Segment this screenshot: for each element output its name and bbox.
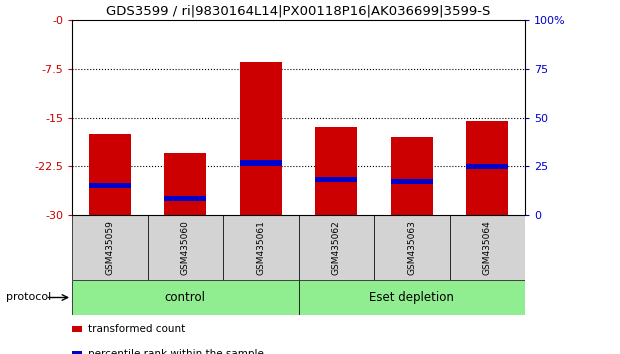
- Bar: [72, 215, 148, 280]
- Bar: [374, 215, 450, 280]
- Bar: [164, 153, 206, 215]
- Bar: [89, 183, 131, 188]
- Bar: [450, 215, 525, 280]
- Bar: [240, 160, 281, 166]
- Title: GDS3599 / ri|9830164L14|PX00118P16|AK036699|3599-S: GDS3599 / ri|9830164L14|PX00118P16|AK036…: [106, 5, 490, 17]
- Bar: [298, 280, 525, 315]
- Bar: [466, 121, 508, 215]
- Bar: [466, 164, 508, 169]
- Bar: [72, 280, 298, 315]
- Bar: [89, 134, 131, 215]
- Text: control: control: [165, 291, 206, 304]
- Text: Eset depletion: Eset depletion: [370, 291, 454, 304]
- Text: percentile rank within the sample: percentile rank within the sample: [87, 349, 264, 354]
- Bar: [316, 177, 357, 182]
- Bar: [164, 196, 206, 201]
- Bar: [148, 215, 223, 280]
- Bar: [391, 179, 433, 184]
- Bar: [391, 137, 433, 215]
- Bar: [316, 127, 357, 215]
- Text: GSM435061: GSM435061: [256, 220, 265, 275]
- Bar: [298, 215, 374, 280]
- Bar: [240, 62, 281, 215]
- Text: GSM435064: GSM435064: [483, 220, 492, 275]
- Text: protocol: protocol: [6, 292, 51, 303]
- Text: GSM435059: GSM435059: [105, 220, 114, 275]
- Bar: [223, 215, 298, 280]
- Text: GSM435063: GSM435063: [407, 220, 416, 275]
- Text: transformed count: transformed count: [87, 324, 185, 334]
- Text: GSM435060: GSM435060: [181, 220, 190, 275]
- Text: GSM435062: GSM435062: [332, 220, 341, 275]
